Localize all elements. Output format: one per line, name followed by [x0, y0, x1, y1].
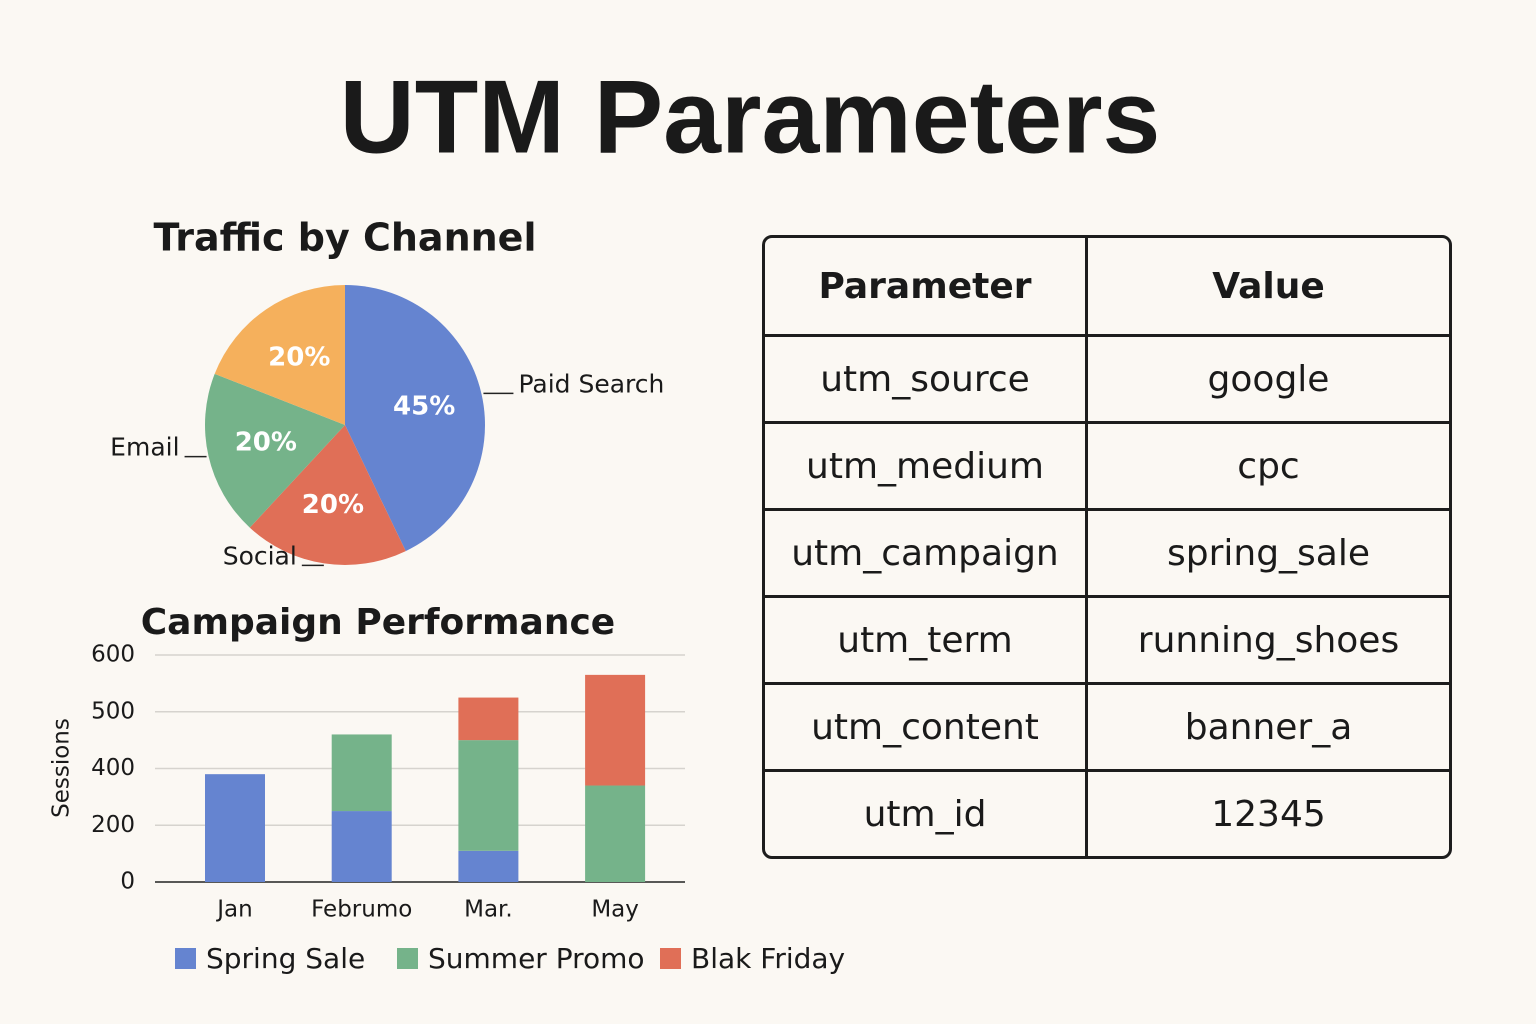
table-cell: utm_term — [765, 598, 1088, 685]
table-row: utm_id 12345 — [765, 772, 1449, 856]
utm-table: Parameter Value utm_source google utm_medi… — [762, 235, 1452, 859]
table-cell: 12345 — [1211, 793, 1326, 835]
pie-slice — [205, 373, 345, 528]
bar-segment — [205, 774, 265, 882]
pie-slice — [249, 425, 406, 565]
header-cell: Parameter — [765, 238, 1088, 337]
y-tick-label: 200 — [91, 812, 135, 838]
bar-segment — [585, 785, 646, 882]
table-row: utm_medium cpc — [765, 424, 1449, 511]
header-row: Parameter Value — [765, 238, 1449, 337]
table-row: utm_content banner_a — [765, 685, 1449, 772]
x-tick-label: Mar. — [464, 897, 513, 923]
pie-slice — [345, 285, 485, 552]
legend-swatch — [175, 948, 196, 969]
legend-swatch — [397, 948, 418, 969]
table-cell: cpc — [1088, 424, 1449, 511]
legend-label: Blak Friday — [691, 942, 845, 975]
table-cell: utm_medium — [765, 424, 1088, 511]
bar-segment — [458, 697, 519, 741]
table-cell: google — [1088, 337, 1449, 424]
table-row: utm_campaign spring_sale — [765, 511, 1449, 598]
bar-segment — [585, 674, 646, 786]
pie-slice — [214, 285, 345, 425]
legend-label: Summer Promo — [428, 942, 645, 975]
bar-segment — [458, 740, 519, 851]
table-row: utm_term running_shoes — [765, 598, 1449, 685]
x-tick-label: May — [591, 897, 639, 923]
slice-value-label: 45% — [393, 391, 455, 421]
table-cell: utm_campaign — [765, 511, 1088, 598]
table-cell: utm_id — [765, 772, 1088, 856]
table-cell: utm_content — [765, 685, 1088, 772]
y-axis-label: Sessions — [49, 718, 75, 818]
slice-value-label: 20% — [302, 490, 364, 520]
page-title: UTM Parameters — [340, 59, 1161, 175]
slice-value-label: 20% — [235, 428, 297, 458]
table-cell: banner_a — [1088, 685, 1449, 772]
table-cell: utm_source — [765, 337, 1088, 424]
bar-segment — [331, 811, 392, 882]
slice-category-label: Paid Search — [518, 369, 664, 398]
x-tick-label: Jan — [215, 897, 252, 923]
legend-swatch — [660, 948, 681, 969]
slice-value-label: 20% — [268, 342, 330, 372]
y-tick-label: 0 — [120, 869, 135, 895]
y-tick-label: 600 — [91, 642, 135, 668]
y-tick-label: 500 — [91, 698, 135, 724]
chart-title: Campaign Performance — [141, 602, 615, 643]
chart-title: Traffic by Channel — [154, 216, 537, 260]
x-tick-label: Februmo — [311, 897, 412, 923]
table-row: utm_source google — [765, 337, 1449, 424]
bar-segment — [331, 734, 392, 812]
table-cell: spring_sale — [1088, 511, 1449, 598]
legend-label: Spring Sale — [206, 942, 365, 975]
bar-segment — [458, 850, 519, 882]
header-cell: Value — [1088, 238, 1449, 337]
slice-category-label: Email — [110, 433, 179, 462]
y-tick-label: 400 — [91, 755, 135, 781]
table-cell: running_shoes — [1088, 598, 1449, 685]
slice-category-label: Social — [223, 541, 297, 570]
